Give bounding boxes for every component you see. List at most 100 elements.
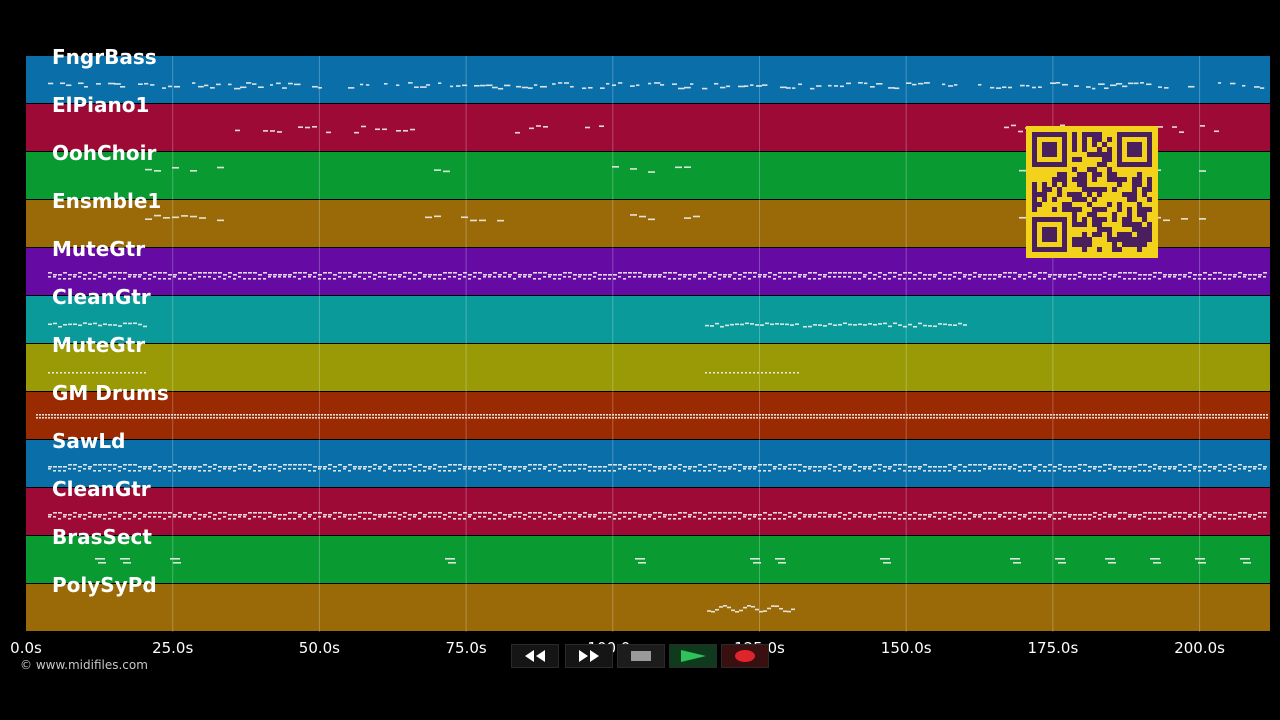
note	[84, 417, 86, 419]
note	[333, 417, 335, 419]
note	[1213, 512, 1217, 514]
note	[48, 372, 50, 374]
note	[219, 414, 221, 416]
note	[743, 468, 746, 470]
note	[473, 466, 477, 468]
note	[1113, 417, 1115, 419]
note	[738, 278, 741, 280]
qr-module	[1092, 167, 1097, 172]
note	[769, 372, 771, 374]
note	[463, 468, 466, 470]
note	[145, 168, 152, 171]
stop-button[interactable]	[617, 644, 665, 668]
fast-forward-button[interactable]	[565, 644, 613, 668]
note	[383, 276, 386, 278]
note	[718, 278, 721, 280]
note	[326, 131, 331, 134]
note	[993, 518, 996, 520]
note	[81, 417, 83, 419]
note	[975, 414, 977, 416]
rewind-button[interactable]	[511, 644, 559, 668]
note	[153, 470, 156, 472]
note	[223, 512, 227, 514]
note	[1011, 124, 1016, 127]
note	[318, 468, 321, 470]
note	[283, 464, 287, 466]
note	[988, 468, 991, 470]
note	[518, 276, 521, 278]
note	[1033, 516, 1036, 518]
note	[1146, 417, 1148, 419]
note	[144, 414, 146, 416]
note	[1026, 417, 1028, 419]
note	[876, 83, 883, 85]
play-button[interactable]	[669, 644, 717, 668]
note	[717, 372, 719, 374]
note	[88, 512, 92, 514]
note	[303, 518, 306, 520]
note	[498, 470, 501, 472]
note	[98, 470, 101, 472]
record-button[interactable]	[721, 644, 769, 668]
note	[143, 468, 146, 470]
note	[708, 464, 712, 466]
note	[84, 414, 86, 416]
note	[403, 470, 406, 472]
note	[538, 464, 542, 466]
note	[1153, 562, 1161, 564]
note	[388, 516, 391, 518]
note	[158, 272, 162, 274]
note	[253, 272, 257, 274]
note	[508, 470, 511, 472]
note	[523, 276, 526, 278]
note	[642, 414, 644, 416]
note	[708, 414, 710, 416]
note	[1038, 272, 1042, 274]
note	[234, 414, 236, 416]
note	[1053, 414, 1055, 416]
note	[188, 278, 191, 280]
note	[433, 516, 436, 518]
note	[1248, 278, 1251, 280]
note	[594, 417, 596, 419]
note	[1063, 470, 1066, 472]
note	[1103, 516, 1106, 518]
note	[1188, 516, 1191, 518]
note	[948, 278, 951, 280]
note	[591, 417, 593, 419]
note	[1073, 466, 1077, 468]
note	[743, 516, 746, 518]
note	[1263, 468, 1266, 470]
qr-module	[1132, 242, 1137, 247]
note	[863, 274, 867, 276]
note	[908, 518, 911, 520]
note	[366, 414, 368, 416]
note	[678, 414, 680, 416]
note	[1203, 414, 1205, 416]
note	[888, 417, 890, 419]
note	[1056, 417, 1058, 419]
note	[1038, 512, 1042, 514]
note	[618, 276, 621, 278]
note	[195, 417, 197, 419]
play-icon	[681, 650, 706, 662]
note	[1093, 468, 1096, 470]
qr-module	[1052, 182, 1057, 187]
note	[1248, 417, 1250, 419]
note	[113, 276, 116, 278]
note	[358, 276, 361, 278]
note	[198, 466, 202, 468]
note	[698, 470, 701, 472]
note	[918, 518, 921, 520]
note	[675, 166, 682, 169]
note	[783, 466, 787, 468]
note	[1095, 417, 1097, 419]
note	[231, 417, 233, 419]
note	[1188, 417, 1190, 419]
qr-module	[1142, 237, 1147, 242]
note	[613, 464, 617, 466]
note	[939, 414, 941, 416]
note	[891, 417, 893, 419]
note	[363, 272, 367, 274]
note	[88, 372, 90, 374]
